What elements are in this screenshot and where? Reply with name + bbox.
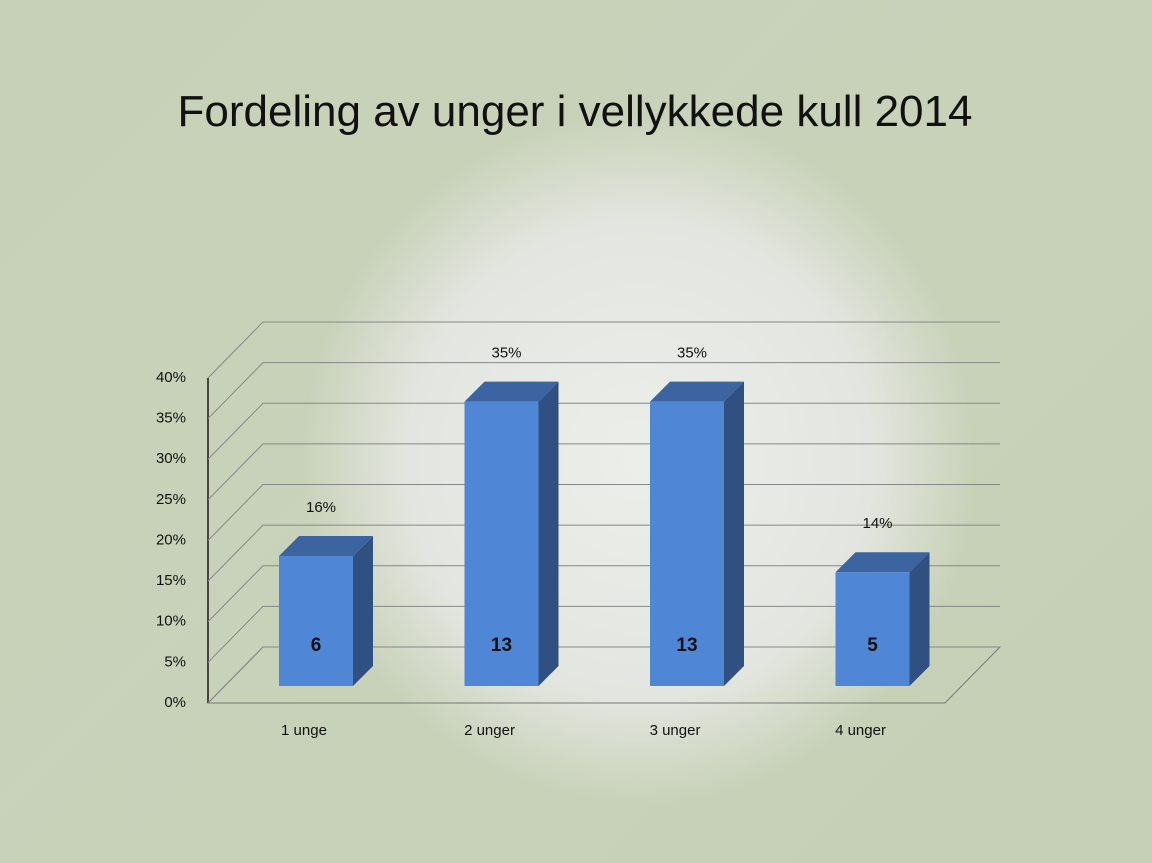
bar xyxy=(650,401,724,686)
bar-side xyxy=(353,536,373,686)
y-tick-label: 25% xyxy=(156,491,186,508)
x-tick-label: 2 unger xyxy=(464,722,515,739)
y-tick-label: 20% xyxy=(156,531,186,548)
grid-line xyxy=(207,565,1000,623)
y-tick-label: 5% xyxy=(164,653,186,670)
count-label: 6 xyxy=(311,635,322,656)
value-label: 35% xyxy=(491,345,521,362)
value-label: 14% xyxy=(862,515,892,532)
bar-side xyxy=(538,381,559,686)
value-label: 16% xyxy=(306,499,336,516)
y-tick-label: 30% xyxy=(156,450,186,467)
count-label: 5 xyxy=(867,635,878,656)
bar-top xyxy=(835,552,930,573)
y-tick-label: 40% xyxy=(156,369,186,386)
chart-title: Fordeling av unger i vellykkede kull 201… xyxy=(177,87,973,136)
x-tick-label: 3 unger xyxy=(650,722,701,739)
bar-top xyxy=(464,381,559,402)
grid-line xyxy=(207,605,1000,663)
y-tick-label: 10% xyxy=(156,613,186,630)
bar xyxy=(279,556,353,686)
bar xyxy=(835,572,910,686)
bar-side xyxy=(909,552,930,686)
grid-line xyxy=(207,524,1000,582)
bar-top xyxy=(650,381,744,402)
grid-line xyxy=(207,321,1000,379)
grid-line xyxy=(207,484,1000,541)
grid-line xyxy=(207,443,1000,501)
bar-side xyxy=(724,381,744,686)
y-tick-label: 15% xyxy=(156,572,186,589)
x-tick-label: 4 unger xyxy=(835,722,886,739)
y-tick-label: 35% xyxy=(156,410,186,427)
y-tick-label: 0% xyxy=(164,694,186,711)
grid-line xyxy=(207,362,1000,419)
value-label: 35% xyxy=(677,345,707,362)
count-label: 13 xyxy=(676,635,697,656)
bar-top xyxy=(279,536,373,556)
bar xyxy=(464,401,539,686)
x-tick-label: 1 unge xyxy=(281,722,327,739)
count-label: 13 xyxy=(491,635,512,656)
grid-line xyxy=(207,646,1000,704)
grid-line xyxy=(207,402,1000,460)
